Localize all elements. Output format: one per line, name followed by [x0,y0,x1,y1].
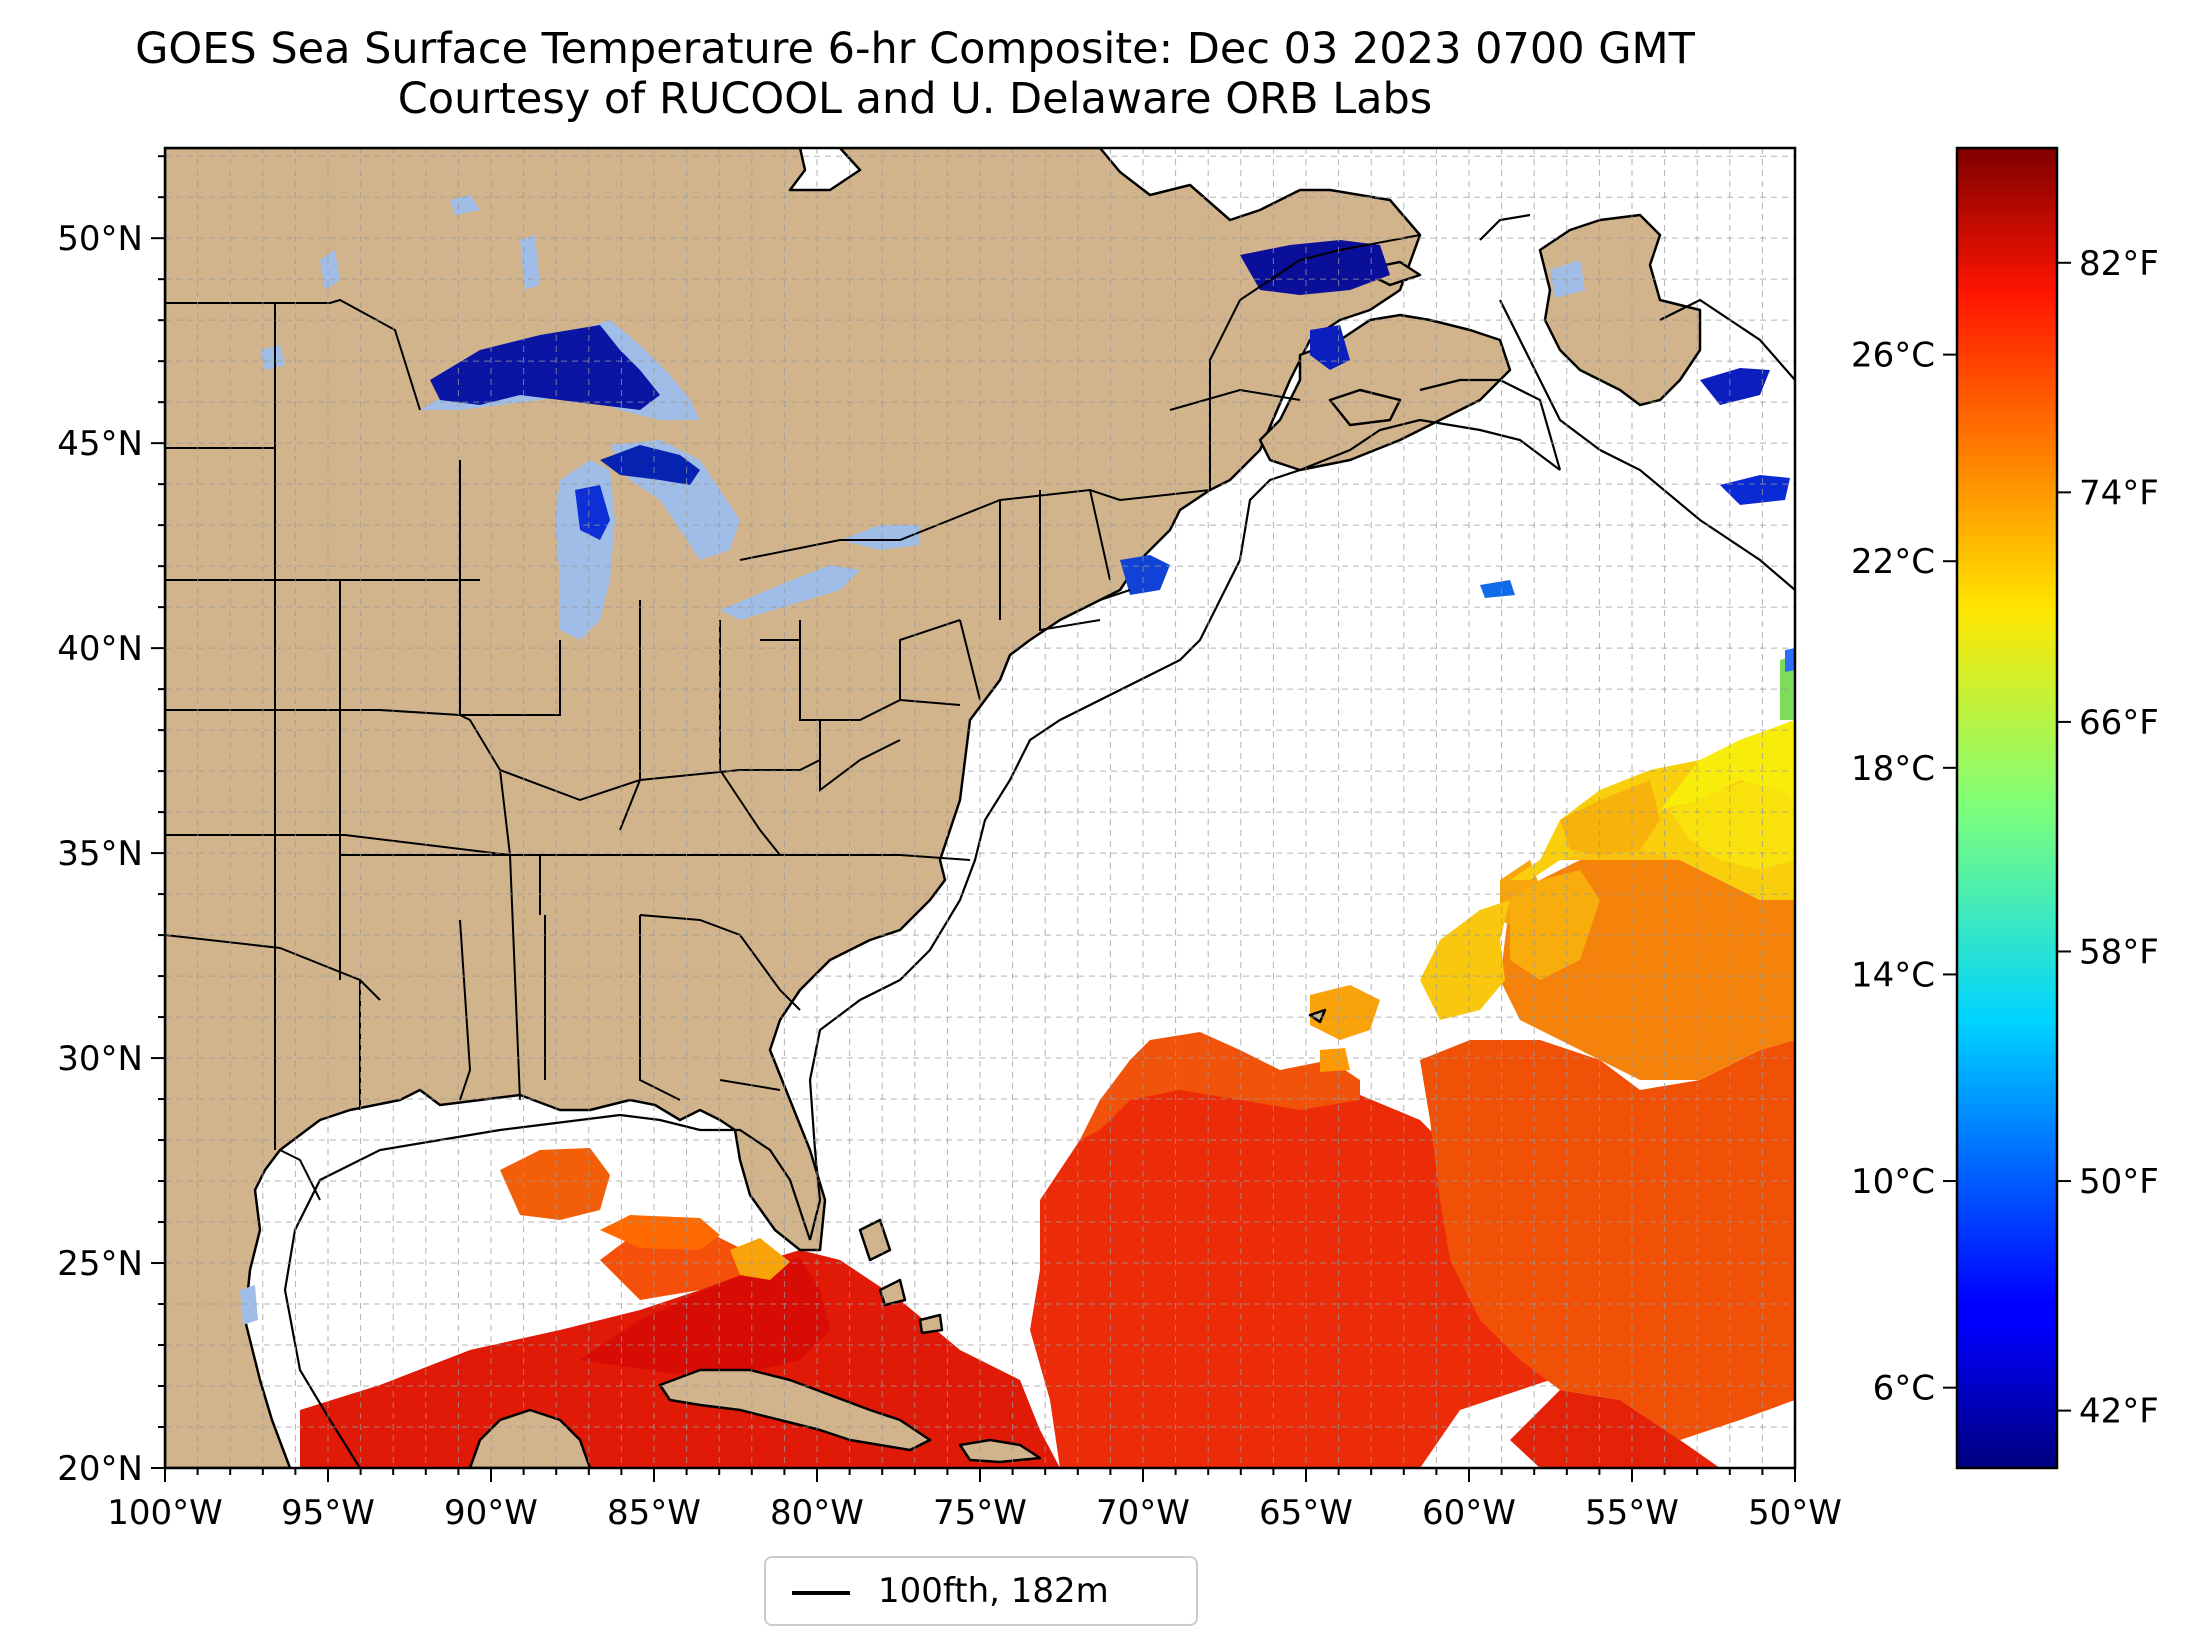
lon-tick-label: 60°W [1422,1493,1516,1533]
legend: 100fth, 182m [764,1556,1198,1626]
celsius-tick-label: 18°C [1851,749,1935,789]
lat-tick-label: 50°N [57,219,143,259]
political-borders [165,234,1421,1201]
lon-tick-label: 50°W [1748,1493,1842,1533]
prince-edward-island [1328,388,1402,427]
north-america-land [165,148,1422,1468]
map-panel [165,148,1795,1468]
fahrenheit-tick-label: 66°F [2079,703,2159,743]
fahrenheit-tick-label: 82°F [2079,244,2159,284]
lat-tick-label: 20°N [57,1449,143,1489]
fahrenheit-tick-label: 42°F [2079,1392,2159,1432]
lon-tick-label: 55°W [1585,1493,1679,1533]
bermuda [1308,1008,1327,1024]
lake-erie [720,565,860,620]
celsius-tick-label: 26°C [1851,336,1935,376]
lat-tick-label: 40°N [57,629,143,669]
hispaniola [958,1438,1042,1464]
lat-tick-label: 45°N [57,424,143,464]
celsius-tick-label: 22°C [1851,542,1935,582]
lat-tick-label: 35°N [57,834,143,874]
lake-ontario [840,525,920,550]
lat-tick-label: 25°N [57,1244,143,1284]
map-title: GOES Sea Surface Temperature 6-hr Compos… [0,24,1830,124]
legend-line-swatch [792,1591,850,1595]
title-line-2: Courtesy of RUCOOL and U. Delaware ORB L… [397,74,1433,124]
cuba [658,1368,932,1452]
lon-tick-label: 75°W [933,1493,1027,1533]
fahrenheit-tick-label: 74°F [2079,473,2159,513]
fahrenheit-tick-label: 58°F [2079,932,2159,972]
lon-tick-label: 90°W [444,1493,538,1533]
latitude-ticks: 20°N 25°N 30°N 35°N 40°N 45°N 50°N [57,155,165,1489]
celsius-tick-label: 10°C [1851,1162,1935,1202]
lat-tick-label: 30°N [57,1039,143,1079]
celsius-tick-label: 14°C [1851,955,1935,995]
lon-tick-label: 100°W [107,1493,223,1533]
map-gridlines [165,148,1795,1468]
yucatan [468,1408,592,1468]
colorbar-celsius-ticks: 6°C 10°C 14°C 18°C 22°C 26°C [1851,336,1957,1409]
legend-label-isobath: 100fth, 182m [878,1571,1109,1611]
celsius-tick-label: 6°C [1873,1369,1935,1409]
lon-tick-label: 85°W [607,1493,701,1533]
lon-tick-label: 80°W [770,1493,864,1533]
fahrenheit-tick-label: 50°F [2079,1162,2159,1202]
longitude-ticks: 100°W 95°W 90°W 85°W 80°W 75°W 70°W 65°W 60°W 55°… [107,1468,1842,1533]
lon-tick-label: 95°W [281,1493,375,1533]
lake-winnipeg [320,250,340,290]
colorbar-fahrenheit-ticks: 42°F 50°F 58°F 66°F 74°F 82°F [2057,244,2159,1432]
cold-sst-patches [430,240,1790,598]
bahamas [858,1218,944,1335]
lon-tick-label: 65°W [1259,1493,1353,1533]
lon-tick-label: 70°W [1096,1493,1190,1533]
title-line-1: GOES Sea Surface Temperature 6-hr Compos… [135,24,1695,74]
colorbar [1955,146,2059,1470]
